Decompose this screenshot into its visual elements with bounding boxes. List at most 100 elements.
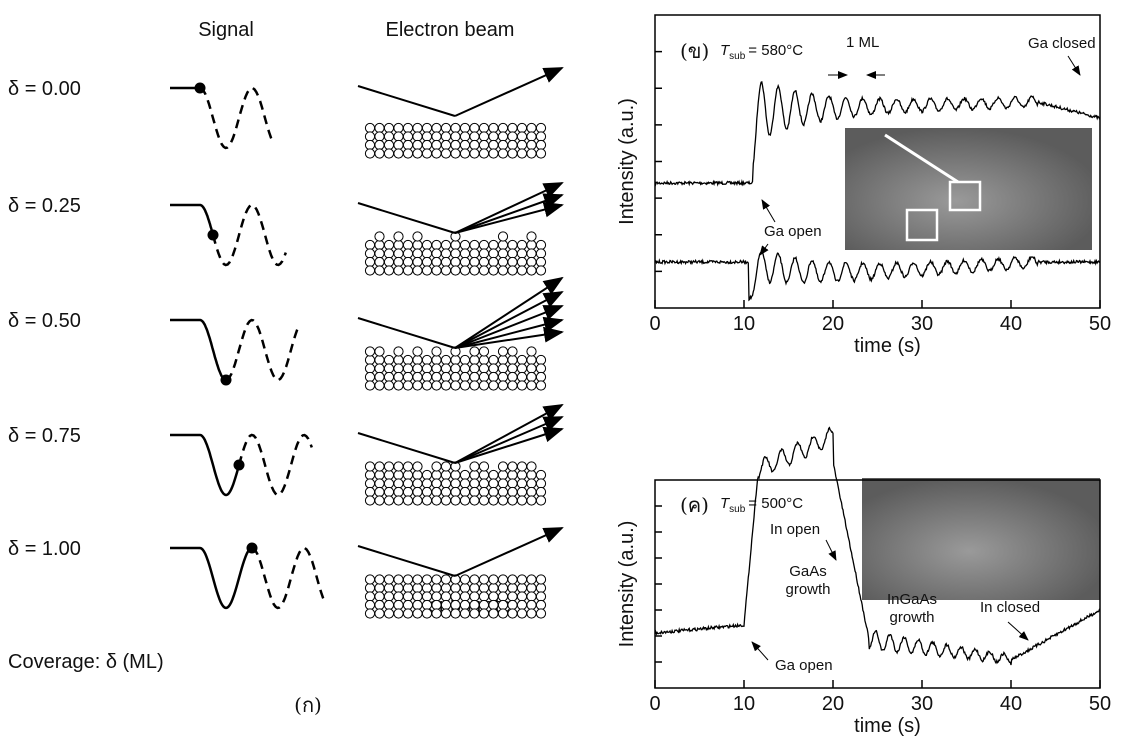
atom — [450, 122, 461, 134]
atom — [450, 478, 461, 489]
atom — [469, 148, 480, 159]
atom — [516, 478, 528, 489]
annotation: Ga closed — [1028, 35, 1096, 52]
x-tick-label: 30 — [911, 693, 933, 715]
temp-subscript: sub — [729, 504, 746, 515]
atom — [450, 591, 461, 602]
atom — [497, 486, 509, 498]
atom — [459, 363, 471, 374]
intensity-trace — [654, 426, 1101, 666]
temperature: Tsub = 580°C — [720, 42, 803, 62]
atom — [402, 371, 414, 383]
atom — [412, 256, 423, 268]
atom — [421, 371, 433, 383]
atom — [469, 461, 480, 472]
atom — [412, 371, 423, 383]
x-tick-label: 50 — [1089, 693, 1111, 715]
atom — [488, 363, 499, 374]
atom — [412, 248, 423, 259]
atom — [431, 486, 442, 498]
atom — [497, 599, 509, 611]
atom — [402, 148, 414, 159]
atom — [450, 608, 461, 619]
panel-label: (ค) — [680, 493, 709, 517]
rheed-image — [862, 478, 1100, 600]
atom — [469, 354, 480, 366]
atom — [516, 469, 528, 481]
atom — [459, 469, 471, 481]
signal-solid — [170, 203, 215, 236]
atom — [421, 256, 433, 268]
atom — [431, 461, 442, 472]
atom — [374, 148, 385, 159]
atom — [516, 248, 528, 259]
atom — [402, 582, 414, 594]
atom — [450, 380, 461, 391]
atom — [374, 469, 385, 481]
atom — [497, 139, 509, 151]
atom — [374, 122, 385, 134]
atom — [488, 582, 499, 594]
atom — [469, 380, 480, 391]
atom — [478, 380, 490, 391]
atom — [450, 131, 461, 142]
atom — [402, 131, 414, 142]
atom — [535, 354, 547, 366]
annotation: InGaAs — [887, 591, 937, 608]
atom — [440, 265, 452, 276]
atom — [459, 248, 471, 259]
atom — [393, 495, 404, 506]
atom — [516, 363, 528, 374]
atom — [478, 131, 490, 142]
atom — [364, 469, 376, 481]
atom — [393, 239, 404, 251]
atom — [421, 354, 433, 366]
atom — [450, 495, 461, 506]
atom — [393, 486, 404, 498]
atom — [459, 265, 471, 276]
atom — [421, 139, 433, 151]
atom — [374, 265, 385, 276]
atom — [431, 148, 442, 159]
atom — [374, 371, 385, 383]
atom — [535, 486, 547, 498]
atom — [402, 591, 414, 602]
atom — [478, 354, 490, 366]
atom — [431, 131, 442, 142]
atom — [459, 608, 471, 619]
atom — [374, 139, 385, 151]
intensity-trace — [654, 80, 1101, 187]
atom — [421, 148, 433, 159]
atom — [488, 478, 499, 489]
atom — [497, 478, 509, 489]
atom — [526, 599, 537, 611]
atom — [535, 380, 547, 391]
atom — [431, 363, 442, 374]
atom — [526, 363, 537, 374]
atom — [412, 346, 423, 357]
beam-out — [454, 201, 564, 234]
atom — [440, 248, 452, 259]
atom — [507, 574, 518, 585]
atom — [421, 248, 433, 259]
atom — [469, 346, 480, 357]
x-tick-label: 10 — [733, 693, 755, 715]
atom — [507, 469, 518, 481]
atom — [526, 371, 537, 383]
atom — [469, 256, 480, 268]
atom — [374, 256, 385, 268]
atom — [507, 139, 518, 151]
atom — [440, 461, 452, 472]
atom — [364, 478, 376, 489]
atom — [497, 363, 509, 374]
x-tick-label: 0 — [649, 313, 660, 335]
atom — [535, 371, 547, 383]
atom — [535, 265, 547, 276]
atom — [412, 131, 423, 142]
atom — [497, 346, 509, 357]
beam-out — [454, 527, 564, 577]
x-axis-title: time (s) — [854, 335, 921, 357]
x-tick-label: 20 — [822, 693, 844, 715]
atom — [393, 380, 404, 391]
temperature: Tsub = 500°C — [720, 495, 803, 515]
